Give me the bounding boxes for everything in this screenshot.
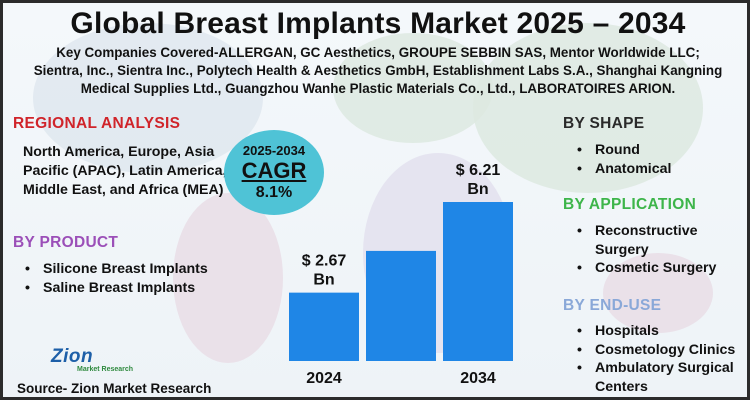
product-item: Saline Breast Implants: [23, 279, 213, 298]
cagr-label: CAGR: [241, 157, 307, 183]
cagr-years: 2025-2034: [242, 142, 306, 158]
cagr-badge: 2025-2034 CAGR 8.1%: [224, 130, 324, 215]
bar-2024: [289, 292, 359, 361]
data-label-value: $ 2.67: [302, 253, 347, 270]
application-item: Cosmetic Surgery: [575, 259, 740, 278]
application-list: Reconstructive Surgery Cosmetic Surgery: [575, 222, 740, 278]
application-item: Reconstructive Surgery: [575, 222, 740, 259]
data-label-unit: Bn: [467, 181, 488, 198]
logo-name: Zion: [51, 346, 94, 367]
map-blob-europe: [333, 33, 493, 143]
end-use-item: Ambulatory Surgical Centers: [575, 359, 747, 396]
shape-list: Round Anatomical: [575, 141, 745, 178]
source-note: Source- Zion Market Research: [17, 381, 212, 396]
shape-item: Anatomical: [575, 160, 745, 179]
bar-mid: [366, 250, 436, 361]
zion-logo: Zion Market Research: [51, 346, 141, 378]
logo-tagline: Market Research: [77, 366, 134, 373]
regional-analysis-text: North America, Europe, Asia Pacific (APA…: [23, 144, 227, 198]
regional-analysis-heading: REGIONAL ANALYSIS: [13, 115, 181, 132]
end-use-item: Cosmetology Clinics: [575, 341, 747, 360]
end-use-list: Hospitals Cosmetology Clinics Ambulatory…: [575, 322, 747, 396]
product-item: Silicone Breast Implants: [23, 260, 213, 279]
by-product-heading: BY PRODUCT: [13, 234, 119, 251]
shape-item: Round: [575, 141, 745, 160]
product-list: Silicone Breast Implants Saline Breast I…: [23, 260, 213, 297]
page-title: Global Breast Implants Market 2025 – 203…: [70, 7, 686, 40]
by-end-use-heading: BY END-USE: [563, 297, 662, 314]
market-size-bar-chart: $ 2.67 Bn 2024 $ 6.21 Bn 2034: [289, 162, 513, 387]
end-use-item: Hospitals: [575, 322, 747, 341]
map-blob-north-america: [33, 23, 263, 173]
key-companies: Key Companies Covered-ALLERGAN, GC Aesth…: [33, 45, 723, 96]
bar-2034: [443, 202, 513, 361]
by-shape-heading: BY SHAPE: [563, 115, 645, 132]
data-label-unit: Bn: [313, 272, 334, 289]
by-application-heading: BY APPLICATION: [563, 196, 697, 213]
cagr-value: 8.1%: [255, 183, 293, 201]
x-tick-label: 2024: [306, 370, 342, 387]
data-label-value: $ 6.21: [456, 162, 501, 179]
x-tick-label: 2034: [460, 370, 496, 387]
